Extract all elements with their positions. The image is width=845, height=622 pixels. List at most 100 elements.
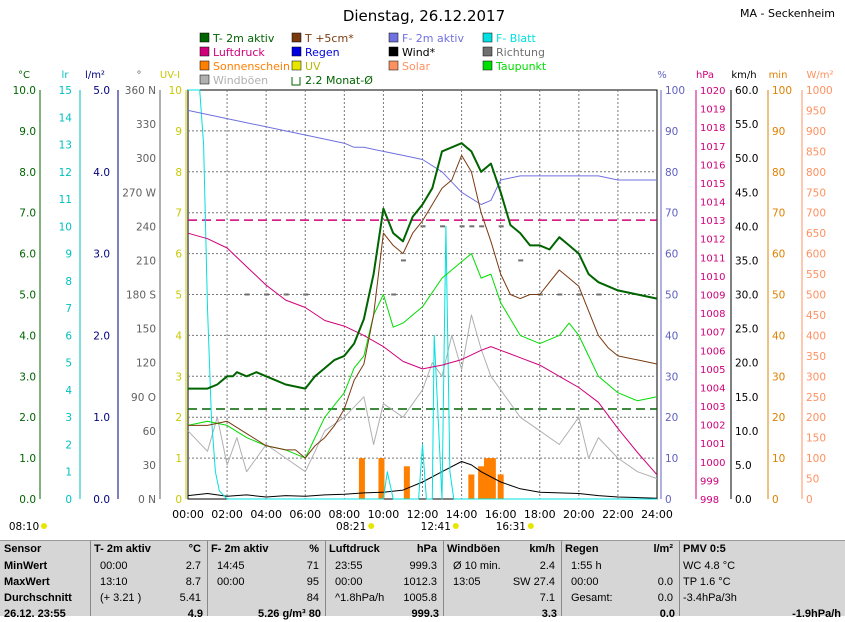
y-axis-labels: 10.09.08.07.06.05.04.03.02.01.00.0151413… xyxy=(13,85,833,506)
x-axis-tick: 14:00 xyxy=(446,508,478,521)
left-axis-tick: 180 S xyxy=(126,290,156,302)
right-axis-tick: 1020 xyxy=(700,86,725,97)
right-axis-tick: 30 xyxy=(772,371,785,383)
summary-cell: -3.4hPa/3h xyxy=(683,592,737,604)
left-axis-tick: 210 xyxy=(136,255,156,267)
sunshine-bar xyxy=(478,466,485,499)
summary-cell: Ø 10 min. 2.4 xyxy=(453,560,555,572)
x-axis-tick: 18:00 xyxy=(524,508,556,521)
series-t-5cm- xyxy=(188,154,658,459)
right-axis-tick: 1002 xyxy=(700,421,725,432)
right-axis-tick: 60 xyxy=(772,249,785,261)
left-axis-tick: 90 O xyxy=(131,392,156,404)
summary-separator xyxy=(443,541,444,616)
summary-column-3: Luftdruck hPa 23:55 999.3 00:00 1012.3 ^1.8hPa… xyxy=(325,541,443,620)
summary-table: Sensor MinWert MaxWert Durchschnitt 26.12. 2… xyxy=(0,540,845,620)
summary-current: 999.3 xyxy=(411,608,439,620)
right-axis-tick: 80 xyxy=(665,167,678,179)
sun-icon xyxy=(527,523,534,529)
direction-point xyxy=(420,225,426,228)
right-axis-tick: 1009 xyxy=(700,291,725,302)
right-axis-tick: 1011 xyxy=(700,253,725,264)
x-axis-tick: 10:00 xyxy=(368,508,400,521)
left-axis-tick: 8.0 xyxy=(19,167,36,179)
axes-units: °C lr l/m² ° UV-I% hPa km/h min W/m² xyxy=(18,70,834,81)
summary-cell: 00:00 1012.3 xyxy=(335,576,437,588)
left-axis-tick: 13 xyxy=(59,140,72,152)
right-axis-tick: 15.0 xyxy=(735,392,758,404)
left-axis-tick: 0.0 xyxy=(19,494,36,506)
sun-mark-sunrise: 08:10 xyxy=(9,521,39,533)
left-axis-tick: 1.0 xyxy=(19,453,36,465)
legend-swatch-1 xyxy=(291,32,302,43)
legend-label-8: Sonnenschein xyxy=(213,60,290,73)
summary-cell: 13:05 SW 27.4 xyxy=(453,576,555,588)
right-axis-tick: 0 xyxy=(806,494,813,506)
right-axis-tick: 950 xyxy=(806,105,826,117)
legend-swatch-5 xyxy=(291,46,302,57)
legend-label-12: Windböen xyxy=(213,74,268,87)
right-axis-tick: 0 xyxy=(772,494,779,506)
x-axis-tick: 08:00 xyxy=(328,508,360,521)
left-axis-tick: 14 xyxy=(59,112,73,124)
left-axis-unit-0: °C xyxy=(18,70,30,81)
right-axis-tick: 1010 xyxy=(700,272,725,283)
right-axis-tick: 0 xyxy=(665,494,672,506)
sun-icon xyxy=(41,523,47,529)
x-axis-tick: 16:00 xyxy=(485,508,517,521)
left-axis-tick: 15 xyxy=(59,85,72,97)
direction-point xyxy=(264,293,270,296)
summary-column-5: Regen l/m² 1:55 h 00:00 0.0 Gesamt: 0.0 0.0 xyxy=(561,541,679,620)
right-axis-unit-4: W/m² xyxy=(806,70,833,81)
summary-cell: TP 1.6 °C xyxy=(683,576,731,588)
summary-header: PMV 0:5 xyxy=(683,543,726,555)
summary-cell: (+ 3.21 ) 5.41 xyxy=(100,592,201,604)
summary-current: 26.12. 23:55 xyxy=(4,608,66,620)
direction-point xyxy=(469,225,475,228)
summary-current: 0.0 xyxy=(659,608,675,620)
sun-mark-noon: 12:41 xyxy=(421,521,451,533)
right-axis-tick: 1004 xyxy=(700,383,725,394)
sunshine-bar xyxy=(378,458,385,499)
legend-swatch-6 xyxy=(388,46,399,57)
left-axis-tick: 3.0 xyxy=(93,249,110,261)
legend-label-1: T +5cm* xyxy=(304,32,354,45)
summary-cell: MaxWert xyxy=(4,576,50,588)
legend-label-11: Taupunkt xyxy=(495,60,547,73)
sunshine-bar xyxy=(489,458,496,499)
right-axis-tick: 150 xyxy=(806,433,826,445)
summary-separator xyxy=(207,541,208,616)
left-axis-unit-4: UV-I xyxy=(160,70,180,81)
right-axis-tick: 300 xyxy=(806,371,826,383)
summary-header: Windböen xyxy=(447,543,501,555)
x-axis-tick: 20:00 xyxy=(563,508,595,521)
sun-mark-sunrise-actual: 08:21 xyxy=(336,521,366,533)
summary-header: Sensor xyxy=(4,543,42,555)
right-axis-tick: 100 xyxy=(772,85,792,97)
right-axis-tick: 55.0 xyxy=(735,119,758,131)
left-axis-tick: 0 xyxy=(65,494,72,506)
left-axis-tick: 120 xyxy=(136,358,156,370)
summary-cell: Durchschnitt xyxy=(4,592,72,604)
right-axis-tick: 1018 xyxy=(700,123,725,134)
right-axis-tick: 10 xyxy=(665,453,678,465)
right-axis-tick: 60.0 xyxy=(735,85,758,97)
summary-cell: 7.1 xyxy=(539,592,555,604)
legend-swatch-7 xyxy=(482,46,493,57)
legend-label-5: Regen xyxy=(305,46,340,59)
x-axis-tick: 22:00 xyxy=(602,508,634,521)
right-axis-tick: 1003 xyxy=(700,402,725,413)
legend-swatch-13 xyxy=(291,77,301,86)
legend-swatch-9 xyxy=(291,60,302,71)
right-axis-tick: 200 xyxy=(806,412,826,424)
right-axis-tick: 998 xyxy=(700,495,719,506)
left-axis-tick: 150 xyxy=(136,324,156,336)
left-axis-tick: 2 xyxy=(175,412,182,424)
left-axis-tick: 6 xyxy=(175,249,182,261)
left-axis-tick: 8 xyxy=(175,167,182,179)
right-axis-tick: 1015 xyxy=(700,179,725,190)
left-axis-tick: 4.0 xyxy=(93,167,110,179)
right-axis-tick: 10.0 xyxy=(735,426,758,438)
legend-swatch-11 xyxy=(482,60,493,71)
left-axis-tick: 30 xyxy=(143,460,156,472)
